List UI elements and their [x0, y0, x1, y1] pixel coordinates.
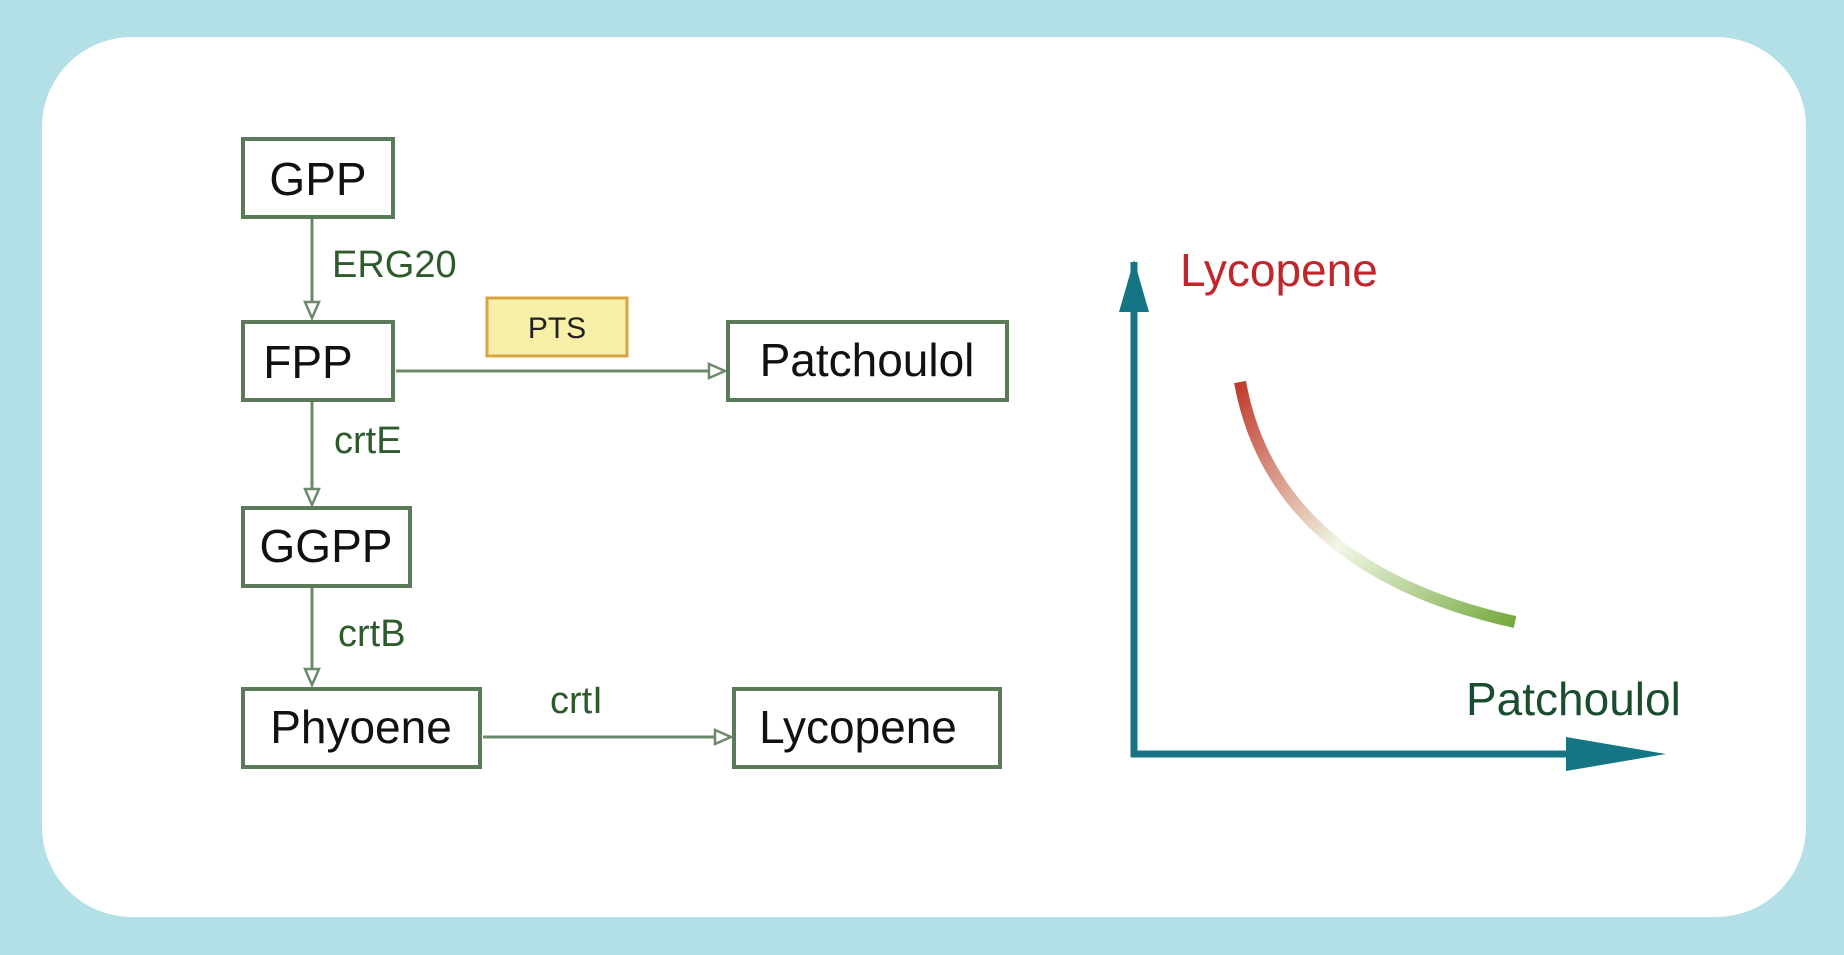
tradeoff-curve: [1234, 380, 1517, 628]
node-ggpp: GGPP: [241, 506, 412, 588]
node-lycopene-label: Lycopene: [759, 701, 957, 753]
node-gpp: GPP: [241, 137, 395, 219]
enzyme-crti-label: crtI: [550, 680, 603, 722]
node-fpp-label: FPP: [263, 336, 352, 388]
node-fpp: FPP: [241, 320, 395, 402]
node-phyoene-label: Phyoene: [270, 701, 452, 753]
node-ggpp-label: GGPP: [260, 520, 393, 572]
enzyme-pts-label: PTS: [528, 312, 586, 345]
node-gpp-label: GPP: [269, 153, 366, 205]
node-lycopene: Lycopene: [732, 687, 1002, 769]
enzyme-erg20-label: ERG20: [332, 244, 457, 286]
plot-y-axis-label: Lycopene: [1180, 244, 1378, 296]
enzyme-crtb-label: crtB: [338, 613, 406, 655]
enzyme-pts-badge: PTS: [485, 296, 629, 358]
plot-x-axis-arrowhead: [1566, 737, 1666, 771]
node-patchoulol-label: Patchoulol: [760, 334, 975, 386]
enzyme-crte-label: crtE: [334, 420, 402, 462]
node-phyoene: Phyoene: [241, 687, 482, 769]
node-patchoulol: Patchoulol: [726, 320, 1009, 402]
plot-x-axis-label: Patchoulol: [1466, 673, 1681, 725]
